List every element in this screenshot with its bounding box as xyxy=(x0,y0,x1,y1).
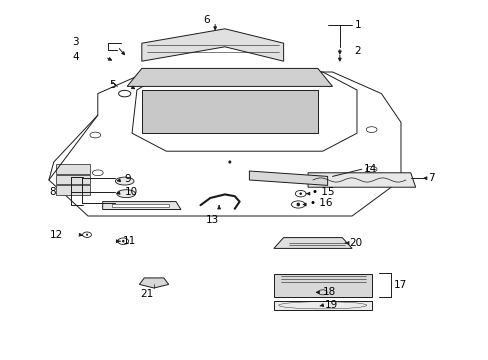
Text: 18: 18 xyxy=(322,287,335,297)
Ellipse shape xyxy=(117,190,135,198)
Polygon shape xyxy=(307,173,415,187)
Ellipse shape xyxy=(86,234,88,236)
Polygon shape xyxy=(249,171,327,185)
Text: 21: 21 xyxy=(140,289,153,300)
Polygon shape xyxy=(56,185,90,195)
Text: 11: 11 xyxy=(123,236,136,246)
Text: 10: 10 xyxy=(124,186,138,197)
Text: 8: 8 xyxy=(49,186,56,197)
Text: 20: 20 xyxy=(349,238,362,248)
Polygon shape xyxy=(56,164,90,174)
Text: 1: 1 xyxy=(354,20,361,30)
Text: 17: 17 xyxy=(393,280,407,290)
Text: 7: 7 xyxy=(427,173,434,183)
Polygon shape xyxy=(139,278,168,288)
Polygon shape xyxy=(112,204,168,207)
Ellipse shape xyxy=(299,192,302,195)
Text: 2: 2 xyxy=(354,46,361,57)
Ellipse shape xyxy=(228,160,231,163)
Text: 5: 5 xyxy=(109,80,116,90)
Polygon shape xyxy=(142,29,283,61)
Polygon shape xyxy=(102,202,181,210)
Text: 12: 12 xyxy=(50,230,63,240)
Polygon shape xyxy=(273,301,371,310)
Text: • 15: • 15 xyxy=(311,187,334,197)
Ellipse shape xyxy=(122,240,124,243)
Ellipse shape xyxy=(115,177,134,185)
Text: • 16: • 16 xyxy=(309,198,331,208)
Ellipse shape xyxy=(296,203,299,206)
Text: 9: 9 xyxy=(124,174,131,184)
Text: 19: 19 xyxy=(324,300,337,310)
Text: 3: 3 xyxy=(72,37,79,48)
Text: 6: 6 xyxy=(203,15,209,25)
Text: 14: 14 xyxy=(364,164,377,174)
Polygon shape xyxy=(56,175,90,184)
Text: 4: 4 xyxy=(72,51,79,62)
Polygon shape xyxy=(127,68,332,86)
Text: 13: 13 xyxy=(205,215,218,225)
Polygon shape xyxy=(273,238,351,248)
Polygon shape xyxy=(273,274,371,297)
Polygon shape xyxy=(142,90,317,133)
